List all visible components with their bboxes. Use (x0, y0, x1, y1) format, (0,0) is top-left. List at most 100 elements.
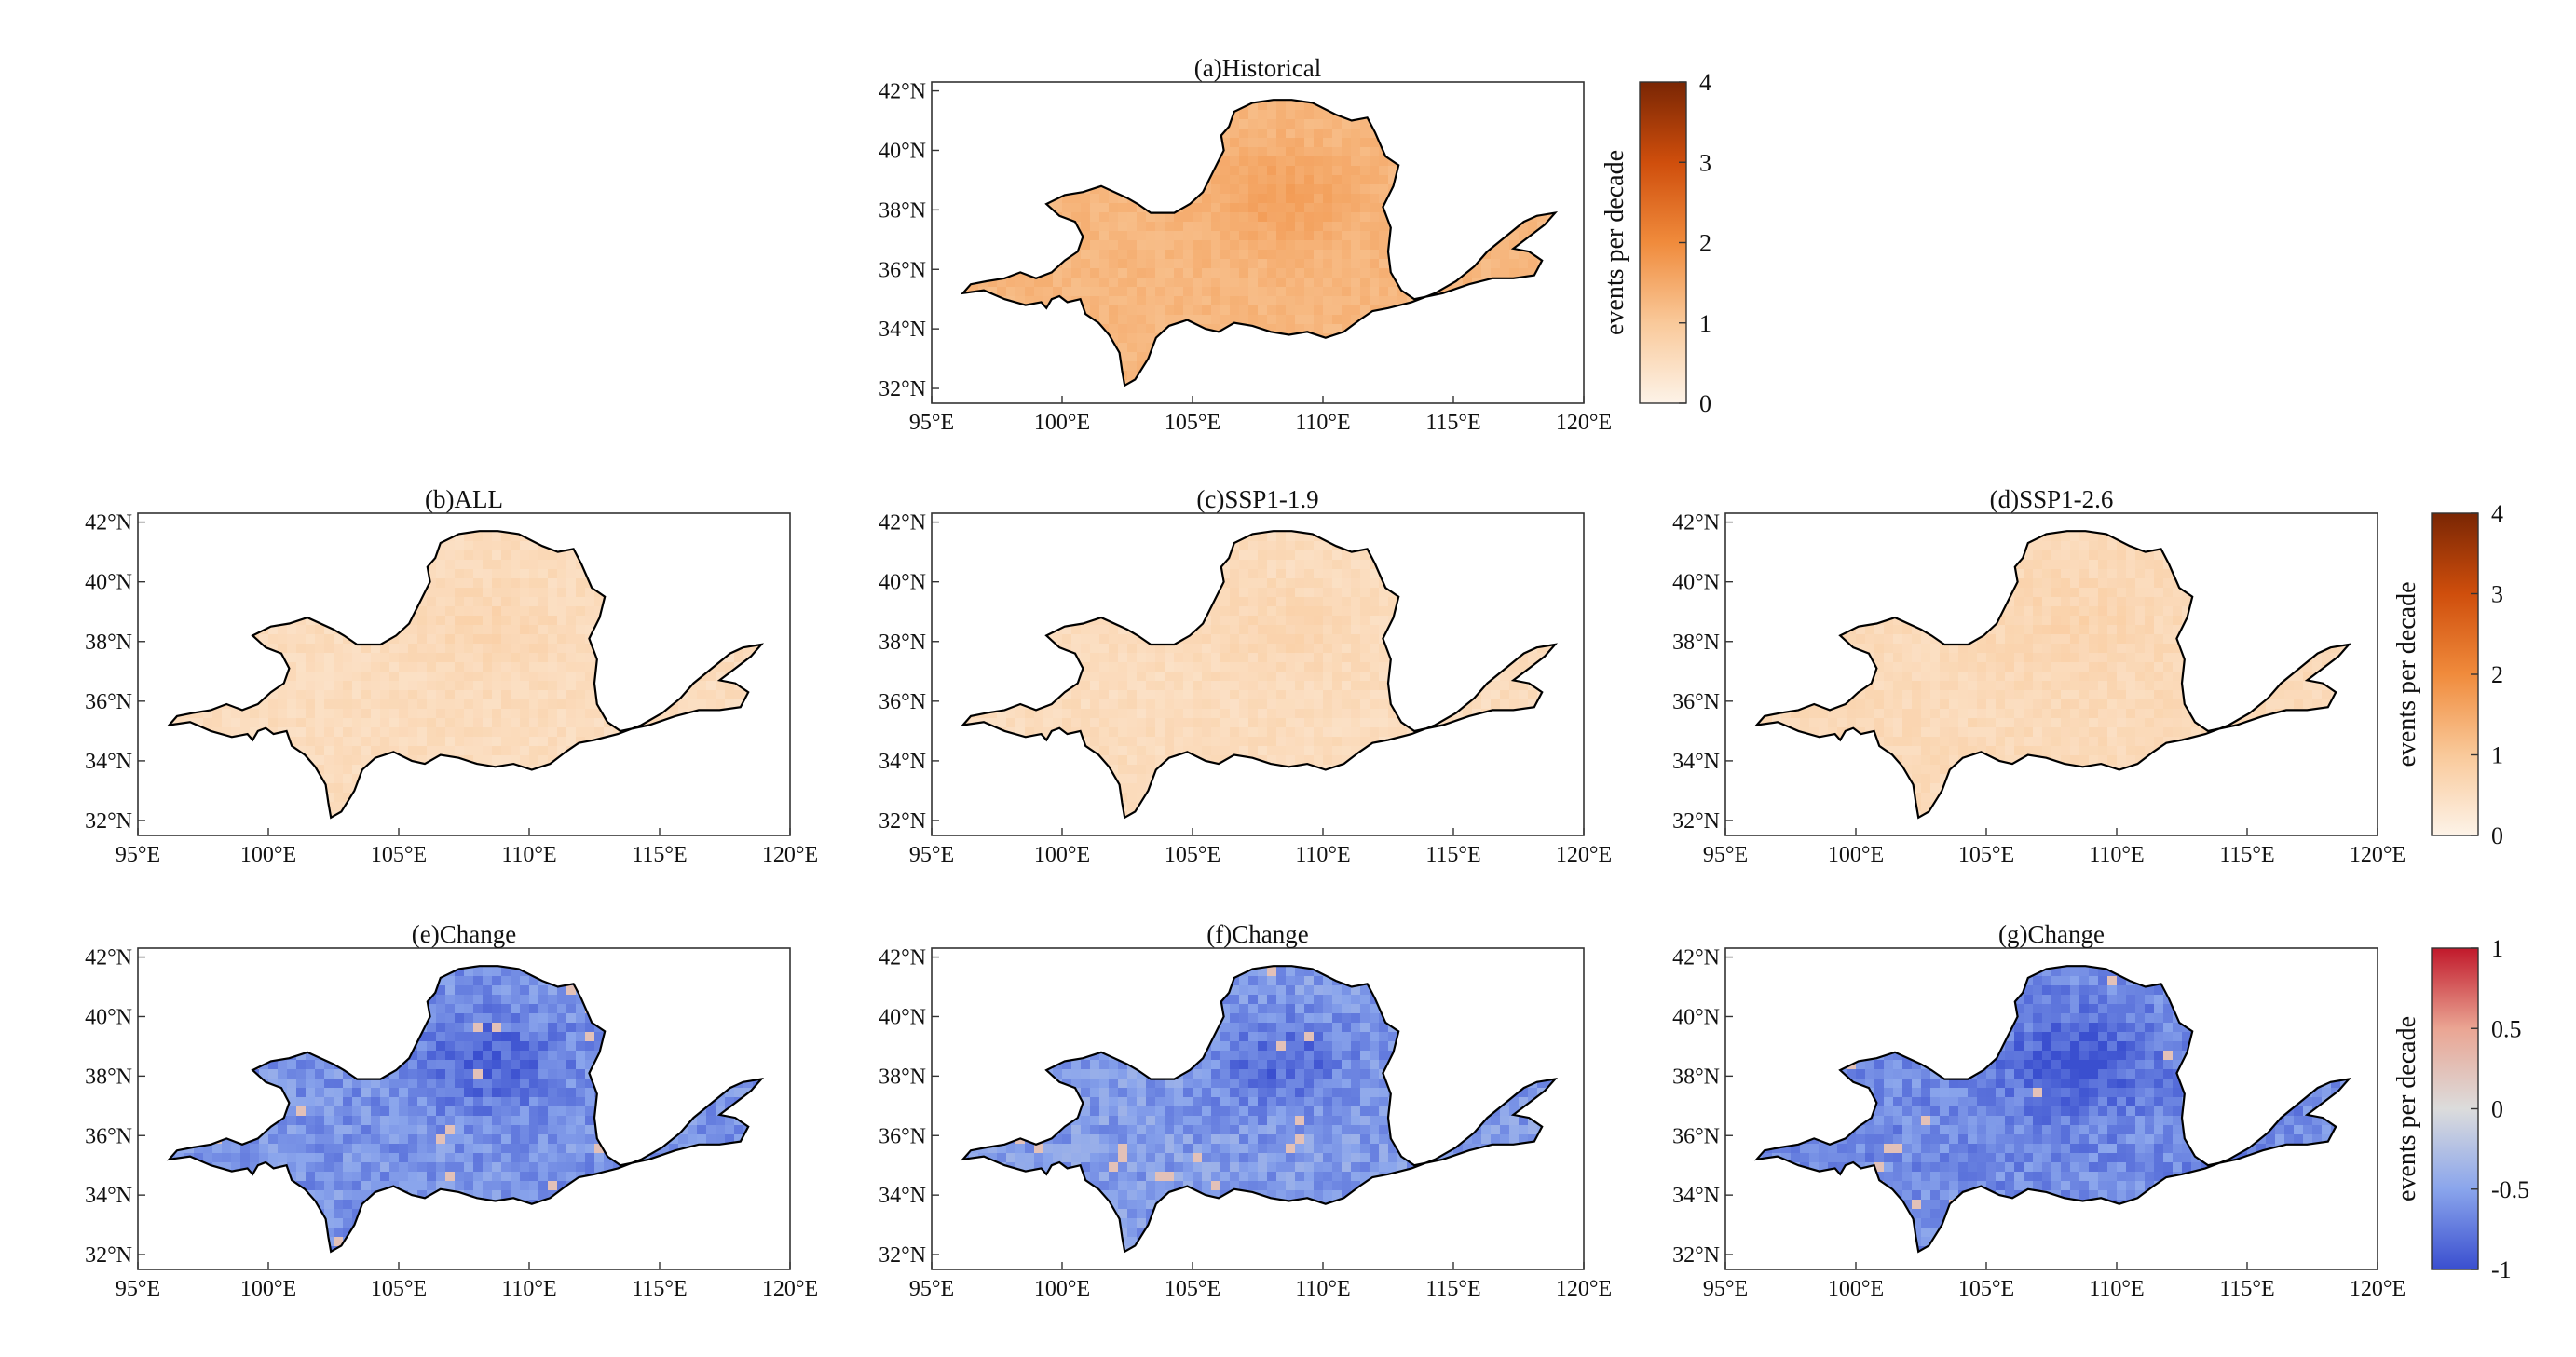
colorbar-tick-label: -1 (2491, 1256, 2512, 1283)
lat-tick-label: 42°N (879, 511, 926, 536)
colorbar-tick-label: 0 (2491, 1096, 2503, 1123)
lat-tick-label: 38°N (1672, 1065, 1720, 1089)
panel-b: (b)ALL 95°E 100°E 105°E 110°E 115°E 120°E 32°N 3… (85, 485, 818, 867)
lat-tick-label: 36°N (1672, 690, 1720, 714)
colorbar-tick-label: 1 (2491, 742, 2503, 769)
lon-tick-label: 105°E (1958, 843, 2014, 867)
lon-tick-label: 95°E (1703, 1277, 1748, 1301)
basin-outline (960, 530, 1559, 820)
lon-tick-label: 105°E (1165, 411, 1220, 435)
lat-tick-label: 34°N (879, 1184, 926, 1208)
lon-tick-label: 110°E (1295, 411, 1350, 435)
lat-tick-label: 40°N (1672, 1005, 1720, 1029)
lat-tick-label: 42°N (879, 80, 926, 104)
lat-tick-label: 36°N (879, 258, 926, 282)
lon-tick-label: 120°E (1556, 411, 1612, 435)
panel-title: (c)SSP1-1.9 (1196, 485, 1318, 513)
lon-tick-label: 120°E (1556, 1277, 1612, 1301)
lat-tick-label: 32°N (1672, 1243, 1720, 1268)
lon-tick-label: 105°E (1165, 843, 1220, 867)
panel-f: (f)Change 95°E 100°E 105°E 110°E 115°E 120°E 32… (879, 920, 1612, 1301)
lat-tick-label: 40°N (1672, 571, 1720, 595)
colorbar-label: events per decade (1601, 150, 1629, 335)
field-b (169, 531, 762, 818)
lat-tick-label: 38°N (85, 1065, 132, 1089)
lon-tick-label: 110°E (1295, 843, 1350, 867)
basin-outline (166, 965, 765, 1254)
colorbar-tick-label: 4 (2491, 500, 2503, 527)
lat-tick-label: 38°N (85, 631, 132, 655)
lon-tick-label: 100°E (1034, 843, 1090, 867)
lon-tick-label: 105°E (1958, 1277, 2014, 1301)
basin-outline (1753, 530, 2352, 820)
map-frame (931, 81, 1585, 404)
lon-tick-label: 100°E (240, 843, 296, 867)
lon-tick-label: 115°E (632, 1277, 687, 1301)
colorbar-tick-label: 2 (1699, 230, 1711, 257)
lon-tick-label: 115°E (1425, 1277, 1480, 1301)
colorbar-tick-label: 3 (1699, 149, 1711, 176)
lat-tick-label: 32°N (85, 1243, 132, 1268)
map-frame (1724, 512, 2378, 836)
colorbar-label: events per decade (2392, 1016, 2421, 1201)
panel-d: (d)SSP1-2.6 95°E 100°E 105°E 110°E 115°E 120°E… (1672, 485, 2406, 867)
map-frame (1724, 947, 2378, 1270)
field-d (1756, 531, 2350, 818)
lon-tick-label: 115°E (2219, 843, 2274, 867)
lon-tick-label: 120°E (2350, 843, 2406, 867)
lon-tick-label: 120°E (1556, 843, 1612, 867)
lat-tick-label: 34°N (85, 1184, 132, 1208)
lat-tick-label: 32°N (879, 1243, 926, 1268)
lat-tick-label: 40°N (879, 571, 926, 595)
colorbar-tick-label: 4 (1699, 69, 1711, 96)
panel-title: (b)ALL (425, 485, 503, 513)
lon-tick-label: 110°E (501, 1277, 556, 1301)
lon-tick-label: 100°E (1034, 411, 1090, 435)
lon-tick-label: 105°E (371, 1277, 427, 1301)
panel-title: (a)Historical (1194, 54, 1321, 82)
lat-tick-label: 42°N (1672, 946, 1720, 970)
colorbar-cb-g: -1 -0.5 0 0.5 1 events per decade (2392, 935, 2529, 1283)
field-e (169, 966, 762, 1252)
field-f (962, 966, 1556, 1252)
colorbar-ramp (2431, 947, 2479, 1270)
lat-tick-label: 36°N (1672, 1124, 1720, 1148)
colorbar-tick-label: 0.5 (2491, 1015, 2522, 1042)
lat-tick-label: 40°N (879, 139, 926, 163)
lon-tick-label: 95°E (116, 843, 160, 867)
panel-a: (a)Historical 95°E 100°E 105°E 110°E 115°E 120… (879, 54, 1612, 435)
colorbar-tick-label: 1 (1699, 310, 1711, 337)
colorbar-ramp (1639, 81, 1687, 404)
lat-tick-label: 32°N (879, 377, 926, 401)
lon-tick-label: 115°E (2219, 1277, 2274, 1301)
map-frame (931, 512, 1585, 836)
lon-tick-label: 110°E (2089, 843, 2144, 867)
field-c (962, 531, 1556, 818)
lon-tick-label: 120°E (762, 843, 818, 867)
lat-tick-label: 42°N (879, 946, 926, 970)
lat-tick-label: 40°N (85, 571, 132, 595)
map-frame (931, 947, 1585, 1270)
map-frame (137, 947, 791, 1270)
lat-tick-label: 36°N (85, 1124, 132, 1148)
lon-tick-label: 95°E (909, 1277, 954, 1301)
lat-tick-label: 38°N (879, 198, 926, 223)
field-g (1756, 966, 2350, 1252)
lat-tick-label: 32°N (85, 809, 132, 834)
lat-tick-label: 36°N (879, 1124, 926, 1148)
basin-outline (960, 965, 1559, 1254)
lon-tick-label: 95°E (909, 411, 954, 435)
colorbar-cb-d: 0 1 2 3 4 events per decade (2392, 500, 2503, 849)
colorbar-tick-label: 1 (2491, 935, 2503, 962)
lon-tick-label: 95°E (116, 1277, 160, 1301)
panel-title: (g)Change (1998, 920, 2105, 948)
lon-tick-label: 110°E (1295, 1277, 1350, 1301)
lat-tick-label: 38°N (1672, 631, 1720, 655)
colorbar-label: events per decade (2392, 582, 2421, 767)
lon-tick-label: 110°E (501, 843, 556, 867)
lon-tick-label: 100°E (1828, 843, 1884, 867)
basin-outline (1753, 965, 2352, 1254)
lon-tick-label: 115°E (1425, 411, 1480, 435)
colorbar-tick-label: -0.5 (2491, 1176, 2529, 1203)
lat-tick-label: 32°N (879, 809, 926, 834)
